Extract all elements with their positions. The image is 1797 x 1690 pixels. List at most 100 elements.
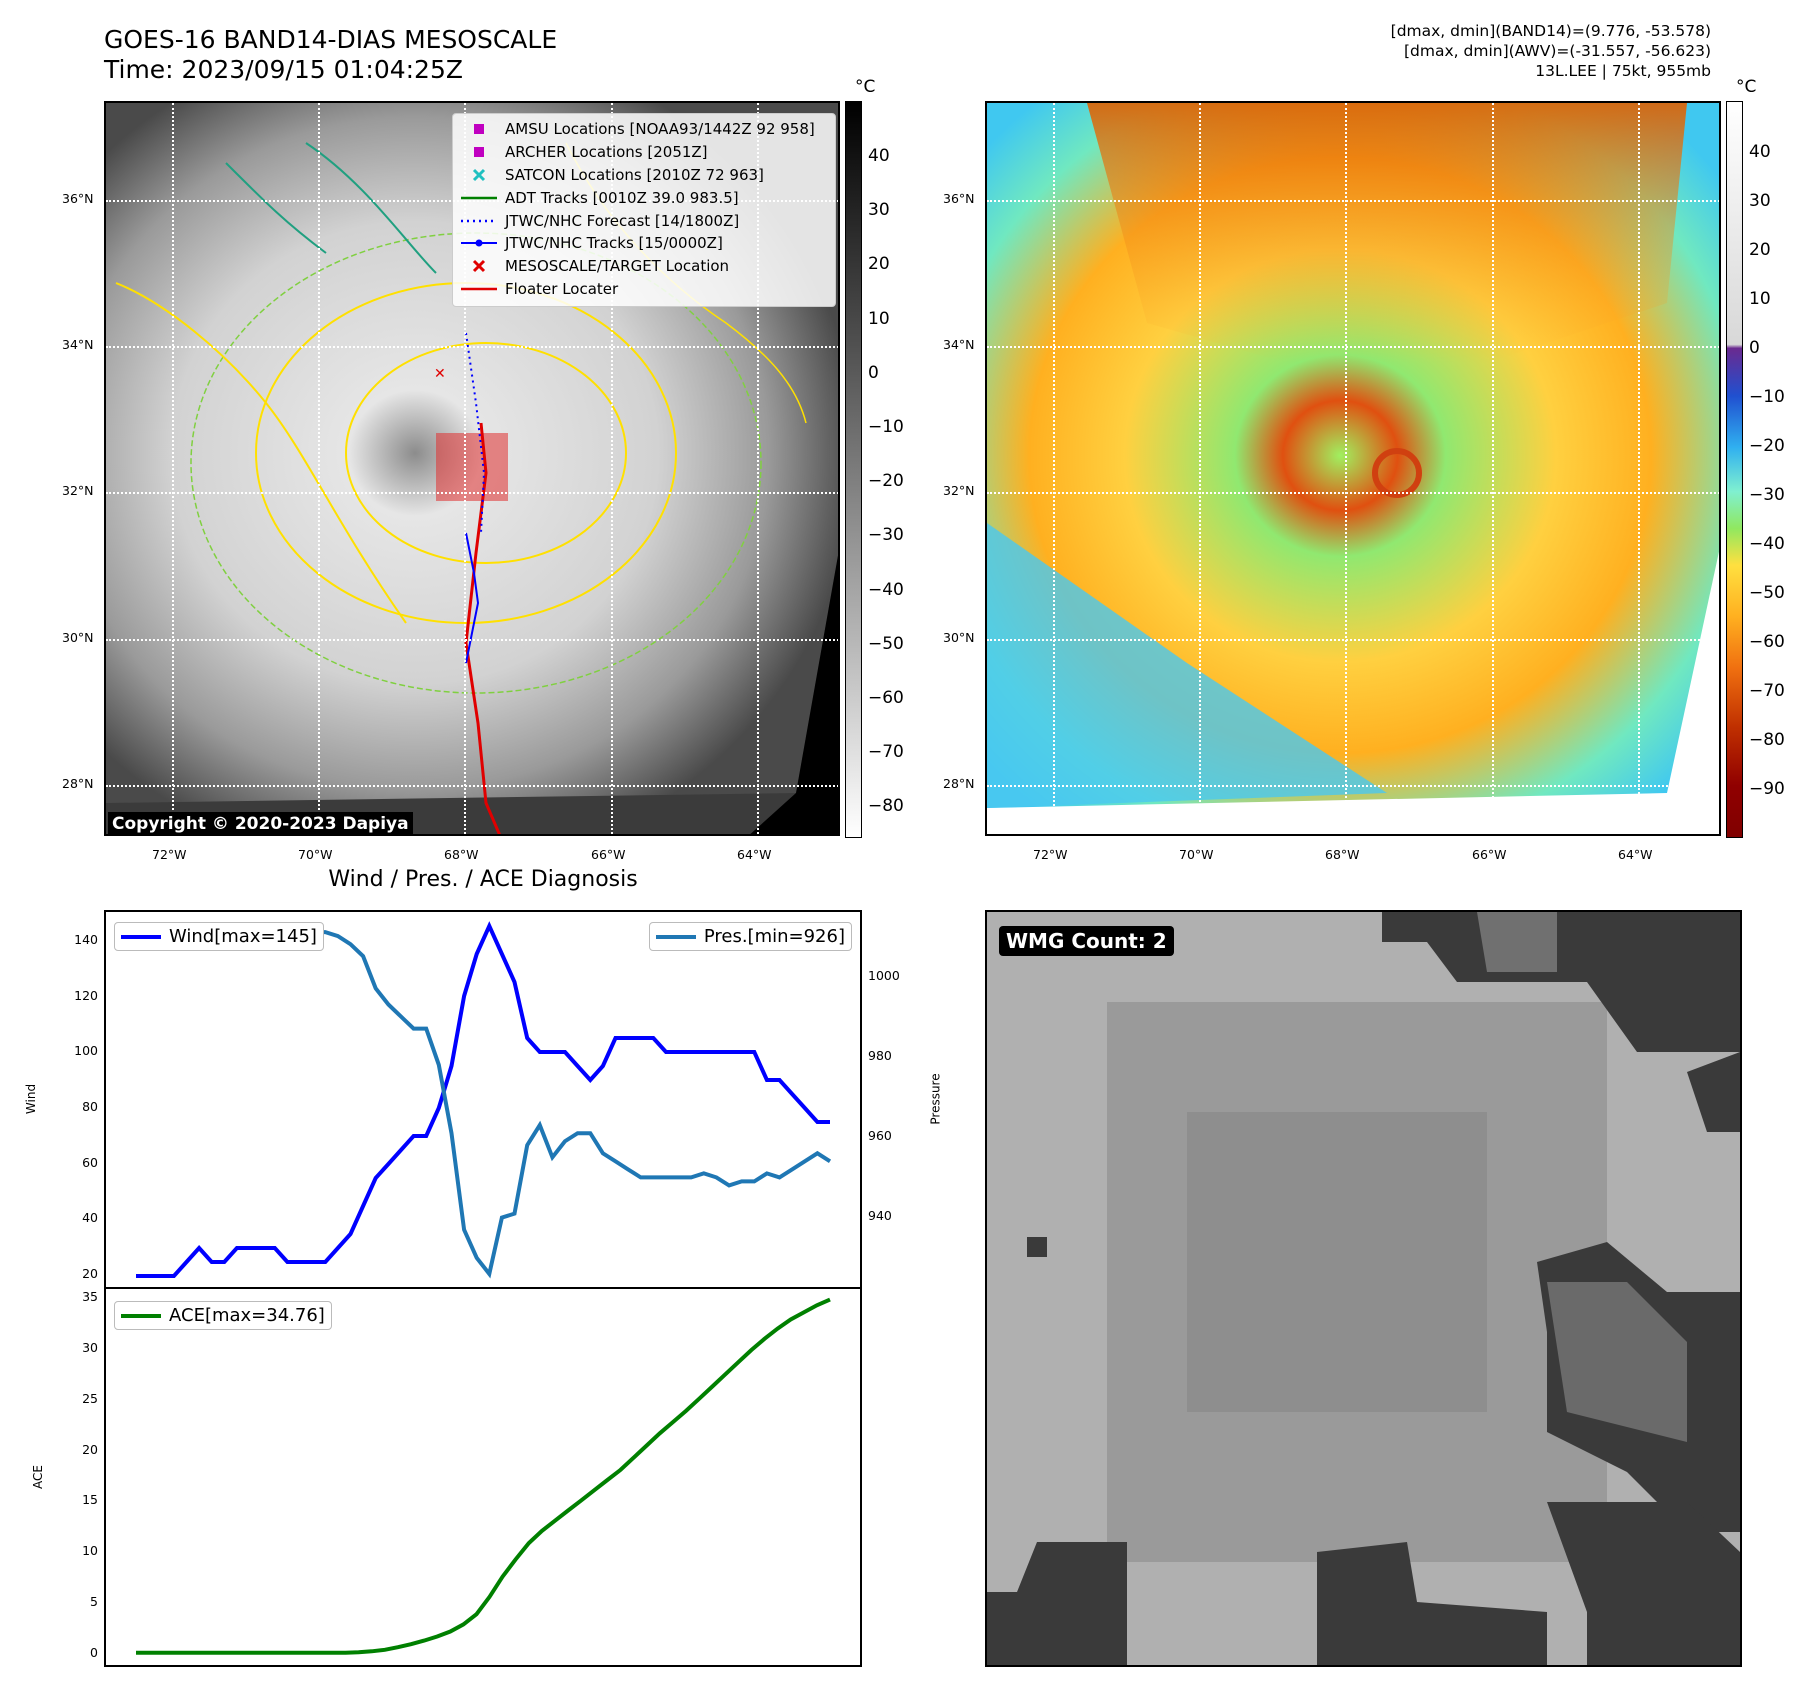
- ace-plot: [136, 1297, 831, 1655]
- legend-symbol-square: [459, 141, 499, 163]
- lon-label-68w: 68°W: [444, 847, 479, 862]
- gray-colorbar-tick: 10: [868, 308, 890, 329]
- gray-colorbar-tick: −50: [868, 633, 904, 654]
- copyright-label: Copyright © 2020-2023 Dapiya: [108, 812, 413, 834]
- map-legend-item: SATCON Locations [2010Z 72 963]: [459, 164, 829, 187]
- ace-axis-label: ACE: [30, 1465, 45, 1489]
- map-legend-item: AMSU Locations [NOAA93/1442Z 92 958]: [459, 118, 829, 141]
- lat-label-30n: 30°N: [62, 630, 94, 645]
- color-colorbar-tick: −40: [1749, 534, 1785, 554]
- color-colorbar-tick: −60: [1749, 632, 1785, 652]
- svg-text:✕: ✕: [434, 366, 446, 382]
- color-lon-label-72w: 72°W: [1033, 847, 1068, 862]
- color-colorbar-tick: 40: [1749, 142, 1771, 162]
- legend-symbol-dotted: [459, 210, 499, 232]
- ace-axis-tick: 20: [82, 1441, 98, 1457]
- map-legend-label: SATCON Locations [2010Z 72 963]: [505, 165, 764, 184]
- ace-axis-tick: 0: [90, 1644, 98, 1660]
- gray-colorbar-tick: 0: [868, 362, 879, 383]
- legend-symbol-line-dot: [459, 232, 499, 254]
- ace-axis-tick: 5: [90, 1593, 98, 1609]
- grayscale-colorbar-unit: °C: [855, 77, 876, 97]
- wind-axis-tick: 140: [74, 931, 98, 947]
- ace-axis-tick: 10: [82, 1543, 98, 1559]
- ace-legend: ACE[max=34.76]: [114, 1301, 332, 1330]
- wind-pressure-plot: [136, 921, 832, 1279]
- color-colorbar-tick: 30: [1749, 191, 1771, 211]
- color-lat-label-28n: 28°N: [943, 776, 975, 791]
- color-colorbar-tick: 10: [1749, 289, 1771, 309]
- pressure-series-line: [136, 926, 832, 1279]
- ace-axis-tick: 30: [82, 1339, 98, 1355]
- lon-label-72w: 72°W: [152, 847, 187, 862]
- chart-title: Wind / Pres. / ACE Diagnosis: [328, 867, 638, 892]
- wind-legend: Wind[max=145]: [114, 922, 324, 951]
- color-colorbar-tick: −80: [1749, 730, 1785, 750]
- lon-label-64w: 64°W: [737, 847, 772, 862]
- wind-axis-tick: 120: [74, 987, 98, 1003]
- color-colorbar: [1726, 101, 1743, 838]
- pressure-axis-tick: 940: [868, 1208, 892, 1223]
- color-colorbar-tick: −70: [1749, 681, 1785, 701]
- info-line1: [dmax, dmin](BAND14)=(9.776, -53.578): [1390, 22, 1711, 40]
- gray-colorbar-tick: −40: [868, 579, 904, 600]
- gray-colorbar-tick: 30: [868, 200, 890, 221]
- map-legend-label: ARCHER Locations [2051Z]: [505, 143, 708, 162]
- map-legend-item: ARCHER Locations [2051Z]: [459, 141, 829, 164]
- wind-series-line: [136, 921, 830, 1278]
- wmg-panel: WMG Count: 2: [985, 910, 1742, 1667]
- legend-symbol-line: [459, 278, 499, 300]
- wind-axis-tick: 20: [82, 1266, 98, 1282]
- legend-symbol-x: [459, 164, 499, 186]
- lon-label-66w: 66°W: [591, 847, 626, 862]
- color-colorbar-tick: −30: [1749, 485, 1785, 505]
- pressure-axis-tick: 1000: [868, 968, 900, 983]
- ace-chart: ACE[max=34.76]: [104, 1287, 862, 1667]
- grayscale-colorbar: [845, 101, 862, 838]
- ace-series-line: [136, 1297, 831, 1655]
- color-colorbar-tick: 0: [1749, 338, 1760, 358]
- color-colorbar-tick: −50: [1749, 583, 1785, 603]
- legend-symbol-square: [459, 118, 499, 140]
- gray-colorbar-tick: −70: [868, 742, 904, 763]
- color-lon-label-66w: 66°W: [1472, 847, 1507, 862]
- color-colorbar-unit: °C: [1736, 77, 1757, 97]
- map-legend-item: MESOSCALE/TARGET Location: [459, 255, 829, 278]
- map-legend-item: Floater Locater: [459, 278, 829, 301]
- color-lat-label-30n: 30°N: [943, 630, 975, 645]
- pressure-legend: Pres.[min=926]: [648, 922, 852, 951]
- lat-label-32n: 32°N: [62, 483, 94, 498]
- lat-label-36n: 36°N: [62, 191, 94, 206]
- gray-colorbar-tick: −80: [868, 796, 904, 817]
- pressure-axis-tick: 960: [868, 1128, 892, 1143]
- color-colorbar-tick: −20: [1749, 436, 1785, 456]
- map-legend-item: ADT Tracks [0010Z 39.0 983.5]: [459, 186, 829, 209]
- ace-axis-tick: 25: [82, 1390, 98, 1406]
- map-legend-label: Floater Locater: [505, 279, 619, 298]
- map-legend-label: AMSU Locations [NOAA93/1442Z 92 958]: [505, 120, 815, 139]
- wmg-imagery: [987, 912, 1740, 1665]
- wind-axis-tick: 100: [74, 1043, 98, 1059]
- gray-colorbar-tick: −10: [868, 417, 904, 437]
- lat-label-28n: 28°N: [62, 776, 94, 791]
- color-lat-label-34n: 34°N: [943, 337, 975, 352]
- map-legend-label: MESOSCALE/TARGET Location: [505, 257, 730, 276]
- lon-label-70w: 70°W: [298, 847, 333, 862]
- color-enhanced-imagery: [987, 103, 1719, 808]
- color-lon-label-70w: 70°W: [1179, 847, 1214, 862]
- map-title-line1: GOES-16 BAND14-DIAS MESOSCALE: [104, 25, 558, 54]
- map-legend-item: JTWC/NHC Forecast [14/1800Z]: [459, 209, 829, 232]
- map-legend-label: JTWC/NHC Forecast [14/1800Z]: [505, 211, 740, 230]
- ace-axis-tick: 15: [82, 1492, 98, 1508]
- legend-symbol-x: [459, 255, 499, 277]
- pressure-axis-label: Pressure: [928, 1073, 943, 1125]
- legend-symbol-line: [459, 187, 499, 209]
- pressure-axis-tick: 980: [868, 1048, 892, 1063]
- gray-colorbar-tick: 20: [868, 254, 890, 275]
- wind-axis-tick: 60: [82, 1154, 98, 1170]
- color-lon-label-64w: 64°W: [1618, 847, 1653, 862]
- gray-colorbar-tick: −20: [868, 471, 904, 492]
- color-lon-label-68w: 68°W: [1325, 847, 1360, 862]
- map-title-line2: Time: 2023/09/15 01:04:25Z: [104, 55, 463, 84]
- color-colorbar-tick: −90: [1749, 779, 1785, 799]
